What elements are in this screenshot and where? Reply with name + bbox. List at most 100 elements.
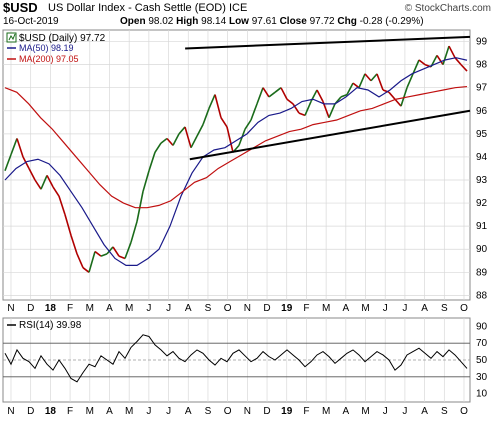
price-segment xyxy=(76,253,84,269)
price-segment xyxy=(328,103,336,119)
ma50-legend-label: MA(50) 98.19 xyxy=(19,43,74,53)
rsi-x-tick-label: M xyxy=(86,406,94,417)
price-segment xyxy=(16,138,24,158)
price-y-tick-label: 89 xyxy=(476,267,488,278)
chg-value: -0.28 (-0.29%) xyxy=(359,16,424,27)
price-y-tick-label: 96 xyxy=(476,106,488,117)
price-x-tick-label: A xyxy=(106,303,113,314)
rsi-y-tick-label: 50 xyxy=(476,355,488,366)
rsi-x-tick-label: J xyxy=(402,406,407,417)
price-y-tick-label: 88 xyxy=(476,290,488,301)
rsi-legend-label: RSI(14) 39.98 xyxy=(19,320,82,331)
price-segment xyxy=(94,250,102,257)
price-segment xyxy=(118,255,126,260)
price-segment xyxy=(100,253,108,257)
rsi-panel: N D 18 F M A M J J A S O N D 19 F M A M J J A S O 10 30 50 70 90 xyxy=(2,317,488,417)
price-x-tick-label: 18 xyxy=(45,303,57,314)
price-segment xyxy=(202,108,210,125)
rsi-y-tick-label: 90 xyxy=(476,321,488,332)
rsi-x-tick-label: M xyxy=(322,406,330,417)
price-segment xyxy=(184,126,192,148)
price-segment xyxy=(214,94,222,118)
price-segment xyxy=(58,195,66,215)
rsi-x-tick-label: O xyxy=(460,406,468,417)
price-segment xyxy=(388,91,396,100)
price-segment xyxy=(400,87,408,107)
price-segment xyxy=(340,93,348,98)
high-label: High xyxy=(176,16,199,27)
price-segment xyxy=(352,82,360,89)
price-x-tick-label: S xyxy=(205,303,212,314)
price-y-tick-label: 91 xyxy=(476,221,488,232)
price-x-tick-label: A xyxy=(421,303,428,314)
price-segment xyxy=(370,73,378,82)
low-value: 97.61 xyxy=(251,16,277,27)
rsi-x-tick-label: N xyxy=(7,406,14,417)
rsi-x-tick-label: A xyxy=(106,406,113,417)
price-segment xyxy=(244,119,252,130)
price-x-tick-label: J xyxy=(383,303,388,314)
price-segment xyxy=(82,267,90,273)
rsi-x-tick-label: 18 xyxy=(45,406,57,417)
ma50-line xyxy=(4,57,468,266)
channel-lower-line xyxy=(189,109,471,161)
description: US Dollar Index - Cash Settle (EOD) ICE xyxy=(48,2,247,14)
rsi-x-tick-label: A xyxy=(185,406,192,417)
price-x-tick-label: A xyxy=(185,303,192,314)
price-y-tick-label: 90 xyxy=(476,244,488,255)
price-segment xyxy=(190,135,198,149)
high-value: 98.14 xyxy=(201,16,227,27)
price-y-tick-label: 95 xyxy=(476,129,488,140)
price-segment xyxy=(112,246,120,257)
price-segment xyxy=(196,124,204,137)
price-segment xyxy=(436,54,444,66)
price-segment xyxy=(256,87,264,105)
price-y-tick-label: 92 xyxy=(476,198,488,209)
rsi-x-tick-label: F xyxy=(303,406,309,417)
price-x-tick-label: A xyxy=(342,303,349,314)
price-segment xyxy=(28,168,36,181)
rsi-x-tick-label: O xyxy=(224,406,232,417)
price-x-tick-label: D xyxy=(27,303,34,314)
price-y-tick-label: 94 xyxy=(476,152,488,163)
price-segment xyxy=(460,64,468,72)
price-legend-mark xyxy=(8,33,16,41)
price-y-tick-label: 97 xyxy=(476,83,488,94)
price-segment xyxy=(262,87,270,98)
price-segment xyxy=(40,175,48,190)
legend: $USD (Daily) 97.72 MA(50) 98.19 MA(200) … xyxy=(6,32,106,331)
ma200-legend-label: MA(200) 97.05 xyxy=(19,54,79,64)
price-segment xyxy=(70,235,78,255)
description-text: US Dollar Index - Cash Settle (EOD) xyxy=(48,2,226,14)
rsi-x-tick-label: F xyxy=(67,406,73,417)
price-x-tick-label: F xyxy=(303,303,309,314)
rsi-x-tick-label: J xyxy=(383,406,388,417)
price-segment xyxy=(34,179,42,190)
rsi-y-tick-label: 30 xyxy=(476,372,488,383)
rsi-x-tick-label: S xyxy=(441,406,448,417)
channel-upper-line xyxy=(185,35,471,50)
date: 16-Oct-2019 xyxy=(3,16,59,27)
rsi-x-tick-label: J xyxy=(166,406,171,417)
ma200-line xyxy=(4,85,468,209)
rsi-line xyxy=(4,334,468,383)
rsi-y-tick-label: 70 xyxy=(476,338,488,349)
exchange: ICE xyxy=(228,2,248,14)
price-segment xyxy=(226,126,234,153)
close-value: 97.72 xyxy=(309,16,335,27)
price-segment xyxy=(4,154,12,172)
price-segment xyxy=(208,94,216,109)
price-segment xyxy=(166,137,174,146)
price-segment xyxy=(130,221,138,243)
price-segment xyxy=(316,89,324,102)
price-x-tick-label: S xyxy=(441,303,448,314)
price-segment xyxy=(220,117,228,128)
price-segment xyxy=(364,73,372,82)
rsi-x-tick-label: 19 xyxy=(281,406,293,417)
ohlc-readout: Open 98.02 High 98.14 Low 97.61 Close 97… xyxy=(120,16,424,27)
price-segment xyxy=(88,251,96,273)
open-label: Open xyxy=(120,16,146,27)
rsi-x-tick-label: S xyxy=(205,406,212,417)
